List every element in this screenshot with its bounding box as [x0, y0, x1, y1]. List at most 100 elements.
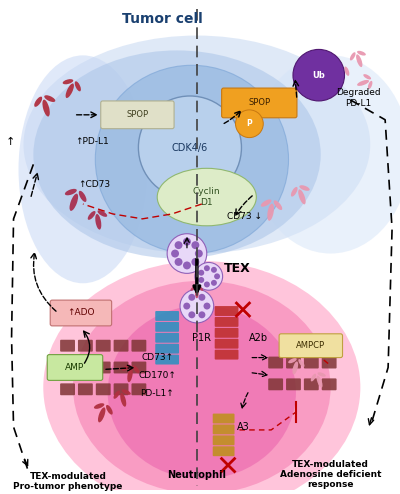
- FancyBboxPatch shape: [101, 101, 174, 129]
- Ellipse shape: [291, 187, 298, 197]
- FancyBboxPatch shape: [304, 378, 319, 390]
- Ellipse shape: [190, 286, 196, 291]
- FancyBboxPatch shape: [60, 362, 75, 373]
- Ellipse shape: [344, 67, 349, 76]
- Circle shape: [211, 280, 217, 286]
- Ellipse shape: [368, 81, 372, 89]
- Circle shape: [204, 282, 210, 288]
- FancyBboxPatch shape: [96, 383, 111, 395]
- FancyBboxPatch shape: [213, 435, 234, 445]
- Text: Degraded
PD-L1: Degraded PD-L1: [336, 88, 381, 108]
- Ellipse shape: [288, 358, 297, 363]
- Ellipse shape: [106, 405, 113, 414]
- Ellipse shape: [357, 80, 369, 86]
- FancyBboxPatch shape: [215, 350, 238, 360]
- Ellipse shape: [122, 365, 131, 370]
- Circle shape: [183, 261, 191, 269]
- Text: SPOP: SPOP: [126, 110, 148, 120]
- Ellipse shape: [357, 51, 366, 55]
- Circle shape: [293, 49, 344, 101]
- Text: A3: A3: [236, 422, 249, 432]
- Text: Ub: Ub: [312, 71, 325, 80]
- Ellipse shape: [363, 74, 371, 80]
- Text: CDK4/6: CDK4/6: [172, 142, 208, 153]
- Circle shape: [204, 303, 210, 310]
- FancyBboxPatch shape: [132, 362, 146, 373]
- FancyBboxPatch shape: [213, 413, 234, 423]
- Text: CD73↑: CD73↑: [141, 353, 173, 362]
- FancyBboxPatch shape: [286, 357, 301, 369]
- Ellipse shape: [43, 261, 360, 494]
- Text: AMP: AMP: [65, 363, 85, 372]
- Circle shape: [211, 267, 217, 273]
- Circle shape: [204, 265, 210, 271]
- FancyBboxPatch shape: [268, 357, 283, 369]
- FancyBboxPatch shape: [213, 446, 234, 456]
- FancyBboxPatch shape: [132, 383, 146, 395]
- Ellipse shape: [299, 185, 310, 191]
- Ellipse shape: [98, 408, 106, 422]
- FancyBboxPatch shape: [155, 333, 179, 343]
- Circle shape: [198, 270, 204, 276]
- Circle shape: [183, 238, 191, 246]
- FancyBboxPatch shape: [279, 334, 342, 358]
- Circle shape: [188, 311, 195, 318]
- Text: P: P: [246, 119, 252, 128]
- Ellipse shape: [94, 403, 104, 409]
- FancyBboxPatch shape: [47, 355, 103, 380]
- Circle shape: [198, 277, 204, 283]
- FancyBboxPatch shape: [78, 340, 93, 352]
- FancyBboxPatch shape: [78, 362, 93, 373]
- FancyBboxPatch shape: [213, 424, 234, 434]
- Circle shape: [174, 258, 182, 266]
- Ellipse shape: [261, 200, 272, 207]
- Text: TEX-modulated
Adenosine deficient
response: TEX-modulated Adenosine deficient respon…: [280, 459, 381, 490]
- Circle shape: [214, 273, 220, 279]
- Ellipse shape: [98, 210, 107, 217]
- FancyBboxPatch shape: [132, 340, 146, 352]
- FancyBboxPatch shape: [215, 306, 238, 316]
- FancyBboxPatch shape: [50, 300, 112, 326]
- Text: PD-L1↑: PD-L1↑: [140, 389, 174, 398]
- FancyBboxPatch shape: [155, 344, 179, 354]
- Circle shape: [191, 241, 199, 249]
- Ellipse shape: [157, 168, 256, 226]
- Ellipse shape: [127, 368, 133, 382]
- Circle shape: [198, 311, 205, 318]
- FancyBboxPatch shape: [322, 357, 336, 369]
- Circle shape: [191, 258, 199, 266]
- Ellipse shape: [63, 79, 73, 84]
- Ellipse shape: [298, 359, 304, 367]
- Text: P1R: P1R: [192, 333, 211, 343]
- Text: A2b: A2b: [249, 333, 268, 343]
- Ellipse shape: [195, 288, 199, 298]
- FancyBboxPatch shape: [114, 340, 128, 352]
- Ellipse shape: [42, 100, 50, 117]
- Circle shape: [180, 289, 214, 323]
- FancyBboxPatch shape: [215, 317, 238, 327]
- FancyBboxPatch shape: [222, 88, 297, 118]
- Circle shape: [198, 294, 205, 301]
- Ellipse shape: [79, 191, 86, 202]
- Ellipse shape: [88, 211, 96, 220]
- Text: TEX-modulated
Pro-tumor phenotype: TEX-modulated Pro-tumor phenotype: [13, 472, 123, 491]
- FancyBboxPatch shape: [114, 362, 128, 373]
- FancyBboxPatch shape: [155, 322, 179, 332]
- Ellipse shape: [44, 95, 55, 102]
- Ellipse shape: [108, 306, 296, 479]
- Ellipse shape: [267, 204, 274, 221]
- Ellipse shape: [75, 82, 81, 91]
- Circle shape: [183, 303, 190, 310]
- Circle shape: [171, 249, 179, 257]
- Text: ↑: ↑: [6, 136, 15, 147]
- FancyBboxPatch shape: [96, 340, 111, 352]
- Text: TEX: TEX: [224, 262, 250, 275]
- FancyBboxPatch shape: [322, 378, 336, 390]
- Circle shape: [174, 241, 182, 249]
- Circle shape: [138, 96, 242, 199]
- FancyBboxPatch shape: [114, 383, 128, 395]
- Ellipse shape: [95, 65, 288, 253]
- Ellipse shape: [132, 366, 140, 373]
- Ellipse shape: [73, 281, 331, 494]
- FancyBboxPatch shape: [78, 383, 93, 395]
